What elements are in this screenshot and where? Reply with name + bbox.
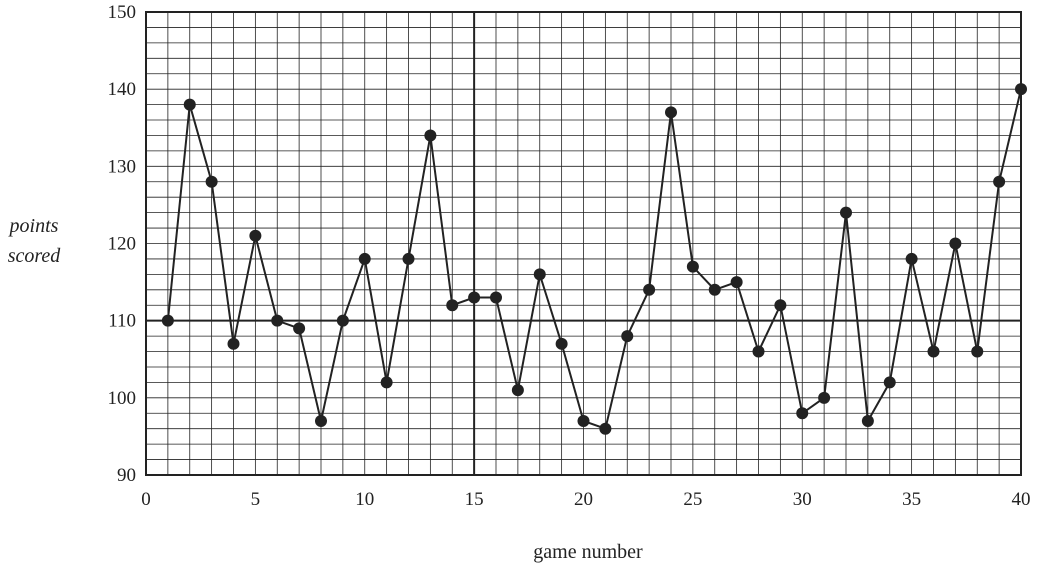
- x-tick-label: 30: [793, 489, 812, 510]
- data-point: [555, 337, 568, 350]
- x-tick-labels: 0 5 10 15 20 25 30 35 40: [141, 489, 1030, 510]
- series-line: [166, 88, 1022, 431]
- y-tick-label: 120: [108, 234, 137, 255]
- data-point: [708, 283, 721, 296]
- major-grid: [146, 12, 1021, 475]
- data-point: [927, 345, 940, 358]
- x-tick-label: 15: [465, 489, 484, 510]
- data-point: [446, 299, 459, 312]
- y-tick-label: 150: [108, 2, 137, 23]
- data-point: [293, 322, 306, 335]
- data-point: [971, 345, 984, 358]
- y-tick-label: 140: [108, 79, 137, 100]
- data-point: [599, 422, 612, 435]
- data-point: [730, 276, 743, 289]
- data-point: [949, 237, 962, 250]
- data-point: [490, 291, 502, 304]
- data-point: [183, 98, 196, 111]
- data-point: [533, 268, 546, 281]
- data-point: [665, 106, 677, 119]
- y-axis-title-line-2: scored: [8, 245, 62, 267]
- data-point: [161, 314, 174, 327]
- x-tick-label: 0: [141, 489, 151, 510]
- data-point: [686, 260, 699, 273]
- data-point: [861, 414, 874, 427]
- data-point: [271, 314, 284, 327]
- data-point: [249, 229, 262, 242]
- y-tick-labels: 90 100 110 120 130 140 150: [108, 2, 137, 486]
- x-tick-label: 5: [251, 489, 261, 510]
- data-point: [643, 283, 656, 296]
- data-point: [840, 206, 852, 219]
- data-point: [424, 129, 437, 142]
- data-point: [752, 345, 765, 358]
- x-tick-label: 40: [1012, 489, 1031, 510]
- data-point: [227, 337, 240, 350]
- x-tick-label: 20: [574, 489, 593, 510]
- data-point: [511, 384, 524, 397]
- data-point: [402, 252, 415, 265]
- data-point: [621, 330, 634, 343]
- y-tick-label: 90: [117, 465, 136, 486]
- y-tick-label: 130: [108, 156, 137, 177]
- data-points: [161, 83, 1027, 435]
- data-point: [336, 314, 349, 327]
- data-point: [1015, 83, 1027, 96]
- data-point: [205, 175, 218, 188]
- y-tick-label: 100: [108, 388, 137, 409]
- data-point: [380, 376, 393, 389]
- data-point: [993, 175, 1006, 188]
- data-point: [468, 291, 481, 304]
- data-point: [796, 407, 809, 420]
- data-point: [818, 391, 831, 404]
- y-tick-label: 110: [108, 311, 136, 332]
- minor-grid: [146, 12, 1021, 475]
- data-point: [315, 414, 327, 427]
- data-point: [577, 414, 590, 427]
- data-point: [358, 252, 371, 265]
- x-tick-label: 25: [683, 489, 702, 510]
- plot-frame: [145, 11, 1022, 476]
- y-axis-title-line-1: points: [8, 215, 59, 237]
- x-axis-title: game number: [533, 541, 643, 563]
- data-point: [883, 376, 896, 389]
- x-tick-label: 35: [902, 489, 921, 510]
- data-point: [774, 299, 787, 312]
- data-point: [905, 252, 918, 265]
- x-tick-label: 10: [355, 489, 374, 510]
